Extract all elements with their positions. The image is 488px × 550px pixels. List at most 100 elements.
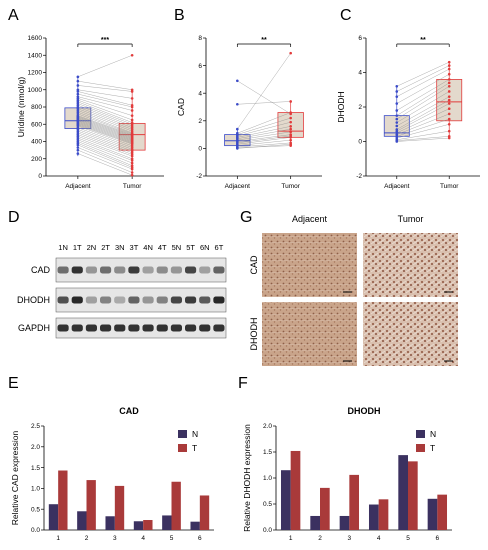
y-tick-label: 0.0: [263, 527, 272, 534]
tumor-point: [447, 122, 451, 126]
pair-line: [77, 111, 133, 134]
panel-label-c: C: [340, 7, 352, 24]
tumor-point: [289, 125, 292, 128]
panel-label-e: E: [8, 375, 19, 392]
tumor-point: [447, 64, 451, 67]
blot-band: [185, 324, 197, 332]
adjacent-point: [395, 85, 399, 88]
tumor-point: [447, 60, 451, 64]
pair-line: [77, 134, 133, 155]
bar-n: [398, 455, 408, 530]
lane-label: 2N: [87, 243, 97, 252]
adjacent-point: [395, 117, 399, 121]
y-axis-label: Relative DHODH expression: [242, 424, 252, 532]
adjacent-point: [236, 79, 239, 83]
y-tick-label: 1200: [28, 70, 43, 77]
adjacent-point: [395, 124, 399, 128]
pair-line: [237, 101, 291, 105]
tumor-point: [289, 130, 292, 134]
blot-band: [114, 266, 126, 274]
tumor-point: [130, 114, 134, 117]
lane-label: 2T: [101, 243, 110, 252]
blot-band: [170, 266, 182, 274]
ihc-image-tumor: [363, 302, 458, 366]
bar-t: [320, 487, 330, 530]
bar-n: [310, 515, 320, 530]
y-tick-label: 2: [198, 118, 202, 125]
legend-swatch: [178, 444, 187, 452]
pair-line: [77, 121, 133, 141]
adjacent-point: [76, 92, 80, 96]
blot-band: [114, 296, 126, 304]
blot-band: [185, 266, 197, 274]
lane-label: 6T: [215, 243, 224, 252]
tumor-point: [130, 173, 134, 177]
blot-band: [170, 296, 182, 304]
pair-line: [77, 125, 133, 147]
tumor-point: [447, 102, 451, 105]
x-tick-label: 2: [85, 535, 89, 542]
y-tick-label: 6: [358, 35, 362, 42]
pair-line: [77, 141, 133, 164]
bar-chart-dhodh: DHODH 0.0 0.5 1.0 1.5 2.0 Relative DHODH expre…: [242, 406, 452, 542]
ihc-col-label: Adjacent: [292, 214, 328, 224]
blot-row-label: DHODH: [17, 295, 50, 305]
tumor-point: [447, 112, 451, 116]
y-tick-label: 4: [358, 70, 362, 77]
pair-line: [237, 121, 291, 137]
pair-line: [77, 96, 133, 111]
tumor-point: [447, 81, 451, 85]
blot-band: [170, 324, 182, 332]
panel-label-b: B: [174, 7, 185, 24]
adjacent-point: [395, 140, 399, 143]
x-tick-label: 5: [406, 535, 410, 542]
blot-band: [213, 296, 225, 304]
tumor-point: [447, 90, 451, 93]
x-tick-label: 5: [170, 535, 174, 542]
y-tick-label: 2: [358, 104, 362, 111]
pair-line: [77, 118, 133, 139]
bar-n: [162, 515, 172, 530]
blot-band: [199, 296, 211, 304]
adjacent-point: [236, 147, 239, 150]
blot-band: [85, 324, 97, 332]
pair-line: [237, 137, 291, 145]
bar-t: [171, 481, 181, 530]
x-tick-label: 6: [436, 535, 440, 542]
blot-band: [71, 324, 83, 332]
tumor-point: [289, 116, 292, 120]
bar-n: [339, 515, 350, 530]
blot-band: [156, 296, 168, 304]
legend-swatch: [416, 444, 425, 452]
tumor-point: [447, 85, 451, 88]
box-plot-uridine: 0 200 400 600 800 1000 1200 1400 1600 Uridine (nm…: [16, 35, 164, 190]
y-tick-label: -2: [196, 173, 202, 180]
pair-line: [77, 105, 133, 127]
blot-membrane: [55, 317, 227, 339]
pair-line: [396, 82, 450, 116]
y-tick-label: 0: [358, 139, 362, 146]
pair-line: [237, 134, 291, 142]
pair-line: [77, 113, 133, 134]
blot-band: [85, 266, 97, 274]
y-tick-label: 1000: [28, 87, 43, 94]
x-tick-label: 4: [377, 535, 381, 542]
tumor-point: [130, 97, 134, 100]
pair-line: [396, 113, 450, 135]
bar-t: [114, 485, 125, 530]
bar-n: [105, 516, 115, 530]
blot-band: [57, 296, 69, 304]
tumor-point: [447, 67, 451, 71]
pair-line: [77, 117, 133, 137]
pair-line: [396, 96, 450, 127]
y-tick-label: 1.5: [263, 449, 272, 456]
blot-band: [142, 296, 154, 304]
tumor-point: [130, 159, 134, 162]
pair-line: [77, 119, 133, 140]
x-tick-label: Adjacent: [225, 183, 250, 190]
y-tick-label: 0: [38, 173, 42, 180]
tumor-point: [447, 129, 451, 133]
pair-line: [77, 149, 133, 173]
bar-t: [143, 520, 153, 530]
